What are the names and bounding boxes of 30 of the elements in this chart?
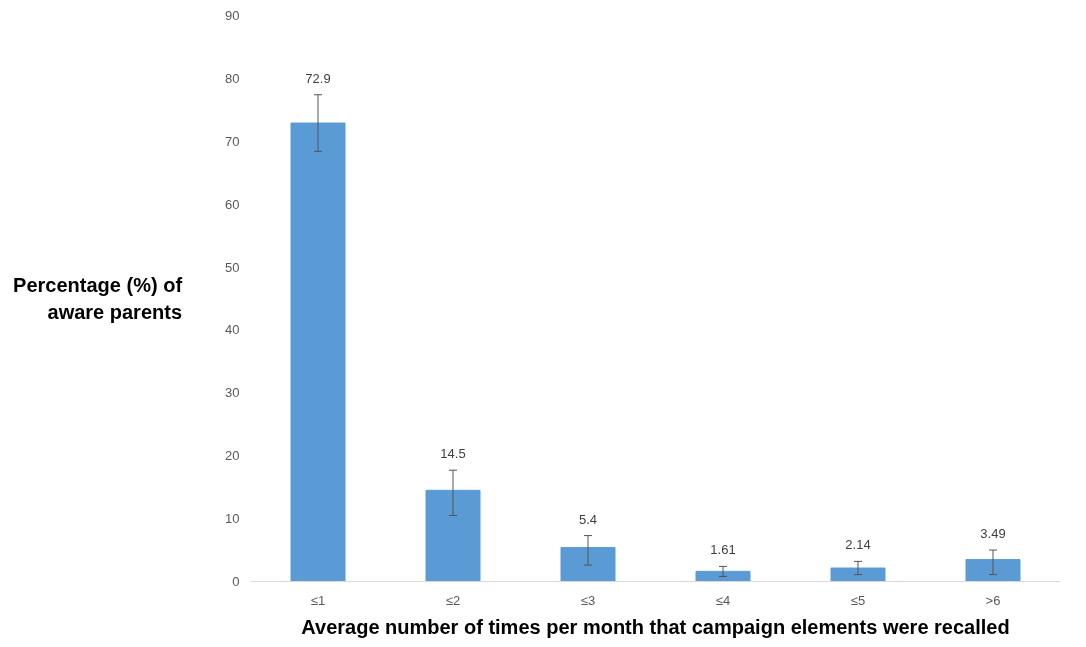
x-tick-label: ≤4: [715, 592, 731, 608]
y-tick-label: 50: [225, 259, 240, 275]
y-tick-label: 10: [225, 511, 240, 527]
bar: [695, 570, 751, 582]
y-tick-label: 30: [225, 385, 240, 401]
bar: [425, 489, 481, 582]
x-tick-label: >6: [985, 592, 1001, 608]
data-label: 72.9: [305, 70, 331, 86]
y-tick-label: 20: [225, 448, 240, 464]
y-tick-label: 40: [225, 322, 240, 338]
x-tick-label: ≤3: [580, 592, 596, 608]
x-tick-label: ≤2: [445, 592, 461, 608]
y-tick-label: 70: [225, 133, 240, 149]
data-label: 3.49: [980, 526, 1006, 542]
data-label: 14.5: [440, 446, 466, 462]
data-label: 1.61: [710, 542, 736, 558]
bar: [290, 122, 346, 582]
data-label: 5.4: [578, 511, 598, 527]
y-tick-label: 0: [232, 574, 240, 589]
bar: [560, 547, 616, 582]
bar: [965, 559, 1021, 582]
y-tick-label: 80: [225, 70, 240, 86]
y-tick-label: 60: [225, 196, 240, 212]
y-axis-title: Percentage (%) of aware parents: [13, 274, 183, 323]
x-axis-title: Average number of times per month that campaign elements were recalled: [301, 615, 1010, 638]
y-tick-label: 90: [225, 8, 240, 23]
data-label: 2.14: [845, 537, 871, 553]
x-tick-label: ≤5: [850, 592, 866, 608]
bar: [830, 567, 886, 582]
x-tick-label: ≤1: [310, 592, 326, 608]
